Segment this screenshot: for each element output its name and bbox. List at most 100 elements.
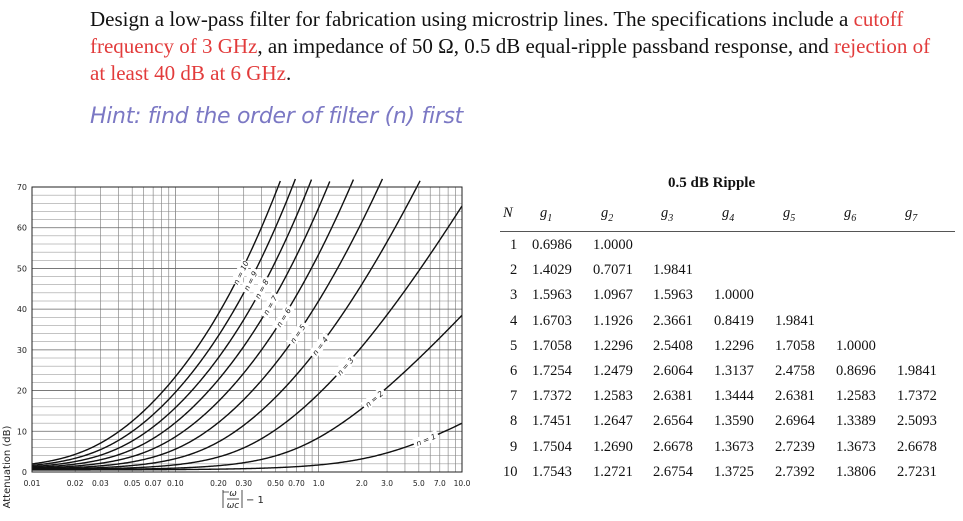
curve-n-6	[31, 179, 355, 469]
table-header-cell: g7	[905, 205, 918, 224]
table-row: 6 1.7254 1.2479 2.6064 1.3137 2.4758 0.8696 1.9…	[500, 363, 960, 387]
table-row: 2 1.4029 0.7071 1.9841	[500, 262, 960, 286]
g-value: 1.2721	[593, 463, 633, 480]
curve-n-2	[31, 314, 463, 471]
x-tick-label: 0.20	[210, 479, 227, 488]
g-value: 1.3673	[714, 438, 754, 455]
g-value: 1.3673	[836, 438, 876, 455]
x-tick-label: 0.70	[288, 479, 305, 488]
g-value: 2.6564	[653, 413, 693, 430]
g-value: 2.6381	[653, 388, 693, 405]
curve-label: n = 8	[253, 278, 271, 301]
g-value: 1.4029	[532, 262, 572, 279]
g-value: 1.3444	[714, 388, 754, 405]
g-value: 1.2479	[593, 363, 633, 379]
g-value: 2.5093	[897, 413, 937, 430]
row-order: 3	[510, 287, 518, 304]
g-value: 2.5408	[653, 337, 693, 354]
g-value: 2.7231	[897, 463, 937, 480]
x-tick-label: 3.0	[381, 479, 393, 488]
y-tick-label: 60	[17, 224, 27, 233]
svg-text:ω: ω	[229, 489, 237, 499]
plot-frame	[31, 186, 463, 473]
x-tick-label: 10.0	[454, 479, 471, 488]
g-value: 2.6754	[653, 463, 693, 480]
problem-text-2: , an impedance of 50 Ω, 0.5 dB equal-rip…	[257, 34, 834, 58]
g-value: 1.2583	[836, 388, 876, 405]
problem-text-3: .	[285, 61, 292, 85]
g-value: 1.7543	[532, 463, 572, 480]
table-row: 7 1.7372 1.2583 2.6381 1.3444 2.6381 1.2583 1.7…	[500, 388, 960, 412]
curve-n-4	[31, 180, 421, 470]
g-value: 0.8696	[836, 363, 876, 379]
svg-text:ωc: ωc	[227, 501, 240, 511]
x-tick-label: 2.0	[356, 479, 368, 488]
g-value: 1.0000	[593, 237, 633, 253]
table-row: 8 1.7451 1.2647 2.6564 1.3590 2.6964 1.3389 2.5…	[500, 413, 960, 437]
y-tick-label: 10	[17, 427, 27, 436]
x-tick-label: 0.01	[24, 479, 41, 488]
header-divider	[500, 231, 955, 232]
g-value: 1.6703	[532, 312, 572, 329]
g-value: 1.7504	[532, 438, 572, 455]
g-value: 1.3725	[714, 463, 754, 480]
row-order: 10	[503, 463, 518, 480]
chart-grid	[31, 186, 463, 473]
curve-n-9	[31, 178, 297, 467]
g-value: 1.7451	[532, 413, 572, 430]
g-value: 1.2647	[593, 413, 633, 430]
table-row: 4 1.6703 1.1926 2.3661 0.8419 1.9841	[500, 313, 960, 337]
g-value: 2.6678	[897, 438, 937, 455]
row-order: 9	[510, 438, 518, 455]
curve-label-bg	[332, 353, 358, 380]
g-value: 2.3661	[653, 312, 693, 329]
x-tick-label: 0.50	[267, 479, 284, 488]
g-value: 1.3806	[836, 463, 876, 480]
cutoff-spec: cutoff frequency of 3 GHz	[90, 7, 904, 58]
curve-n-3	[31, 205, 463, 471]
g-value: 2.6381	[775, 388, 815, 405]
y-tick-label: 50	[17, 264, 27, 273]
g-value: 1.3389	[836, 413, 876, 430]
g-value: 2.4758	[775, 363, 815, 379]
curve-label-bg	[272, 303, 295, 331]
y-tick-label: 30	[17, 346, 27, 355]
row-order: 5	[510, 337, 518, 354]
g-value: 1.0967	[593, 287, 633, 304]
g-value: 1.5963	[532, 287, 572, 304]
g-value: 1.2296	[593, 337, 633, 354]
row-order: 1	[510, 237, 518, 253]
curve-label: n = 1	[415, 432, 437, 448]
table-row: 9 1.7504 1.2690 2.6678 1.3673 2.7239 1.3673 2.6…	[500, 439, 960, 463]
row-order: 4	[510, 312, 518, 329]
table-row: 3 1.5963 1.0967 1.5963 1.0000	[500, 287, 960, 311]
g-value: 2.7239	[775, 438, 815, 455]
g-value: 1.2583	[593, 388, 633, 405]
x-tick-label: 7.0	[434, 479, 446, 488]
g-value: 2.7392	[775, 463, 815, 480]
g-value: 1.7058	[775, 337, 815, 354]
problem-text-1: Design a low-pass filter for fabrication…	[90, 7, 854, 31]
y-tick-label: 40	[17, 305, 27, 314]
row-order: 2	[510, 262, 518, 279]
hint-text: Hint: find the order of filter (n) first	[90, 104, 463, 129]
table-header-cell: g2	[601, 205, 614, 224]
table-row: 1 0.6986 1.0000	[500, 237, 960, 261]
table-title: 0.5 dB Ripple	[668, 175, 756, 191]
curve-label-bg	[308, 332, 332, 360]
row-order: 8	[510, 413, 518, 430]
rejection-spec: rejection of at least 40 dB at 6 GHz	[90, 34, 931, 85]
x-axis-formula: ω ωc − 1	[222, 489, 264, 511]
g-value: 1.7372	[532, 388, 572, 405]
table-row: 5 1.7058 1.2296 2.5408 1.2296 1.7058 1.0000	[500, 338, 960, 362]
curve-n-5	[31, 178, 384, 470]
table-header-cell: g3	[661, 205, 674, 224]
y-tick-label: 0	[22, 468, 27, 477]
g-value: 2.6964	[775, 413, 815, 430]
row-order: 7	[510, 388, 518, 405]
curve-label-bg	[259, 291, 281, 319]
g-value: 1.3590	[714, 413, 754, 430]
x-tick-label: 0.07	[145, 479, 162, 488]
g-value: 1.7254	[532, 363, 572, 379]
